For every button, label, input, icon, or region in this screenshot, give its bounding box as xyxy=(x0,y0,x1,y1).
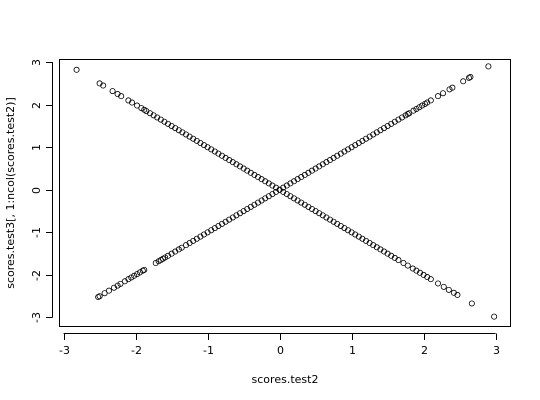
data-point xyxy=(441,284,446,289)
x-tick-label: -2 xyxy=(131,344,142,357)
data-point xyxy=(446,287,451,292)
data-point xyxy=(106,288,111,293)
x-axis-label: scores.test2 xyxy=(252,373,319,386)
x-tick-label: -1 xyxy=(203,344,214,357)
data-point xyxy=(142,267,147,272)
y-tick-label: 3 xyxy=(30,59,43,66)
data-point xyxy=(435,281,440,286)
data-point xyxy=(486,64,491,69)
data-point xyxy=(492,314,497,319)
y-axis-label: scores.test3[, 1:ncol(scores.test2)] xyxy=(4,97,17,289)
y-axis: -3 -2 -1 0 1 2 3 xyxy=(30,59,53,323)
data-point xyxy=(469,301,474,306)
data-point xyxy=(435,94,440,99)
plot-region-border xyxy=(60,60,511,327)
y-tick-label: 2 xyxy=(30,102,43,109)
x-tick-label: 1 xyxy=(349,344,356,357)
data-point xyxy=(405,263,410,268)
x-tick-label: 0 xyxy=(277,344,284,357)
x-tick-label: 2 xyxy=(421,344,428,357)
data-point xyxy=(110,88,115,93)
x-tick-label: -3 xyxy=(59,344,70,357)
y-tick-label: -3 xyxy=(30,312,43,323)
y-tick-label: 0 xyxy=(30,187,43,194)
x-axis: -3 -2 -1 0 1 2 3 xyxy=(59,334,500,358)
x-tick-label: 3 xyxy=(493,344,500,357)
data-points xyxy=(74,64,497,319)
data-point xyxy=(440,91,445,96)
y-tick-label: -2 xyxy=(30,270,43,281)
data-point xyxy=(74,67,79,72)
y-tick-label: 1 xyxy=(30,144,43,151)
y-tick-label: -1 xyxy=(30,227,43,238)
data-point xyxy=(97,294,102,299)
data-point xyxy=(468,74,473,79)
data-point xyxy=(461,79,466,84)
